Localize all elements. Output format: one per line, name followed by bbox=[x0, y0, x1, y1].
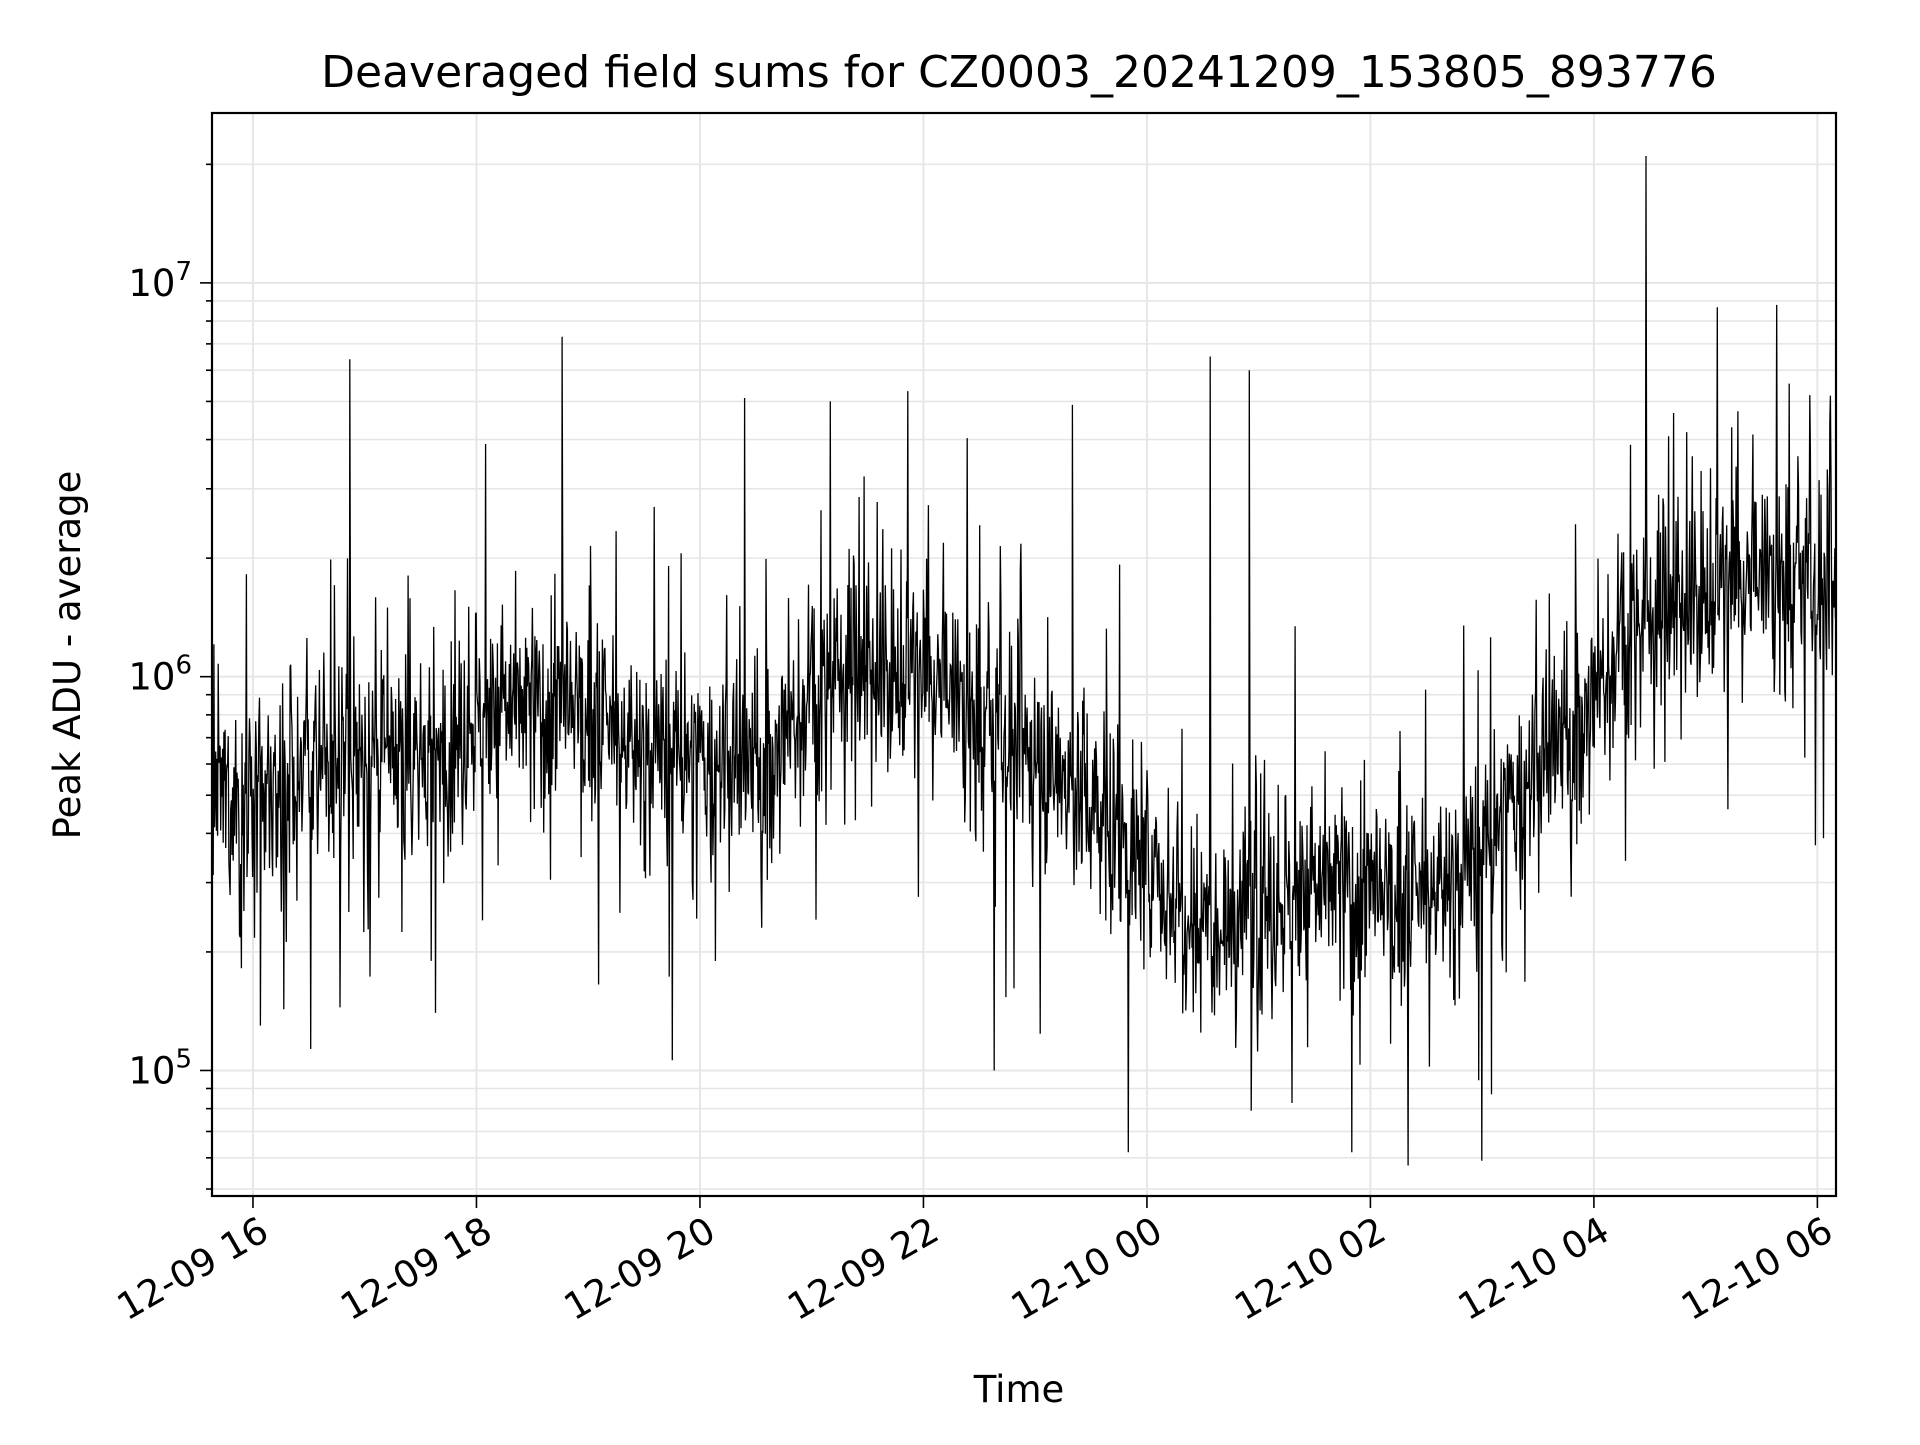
x-tick-label: 12-09 16 bbox=[110, 1209, 276, 1329]
x-tick-label: 12-10 00 bbox=[1004, 1209, 1170, 1329]
y-axis-label: Peak ADU - average bbox=[46, 471, 89, 840]
chart-title: Deaveraged field sums for CZ0003_2024120… bbox=[321, 47, 1717, 98]
y-tick-label: 107 bbox=[128, 257, 192, 305]
y-tick-label: 105 bbox=[128, 1044, 192, 1092]
x-tick-label: 12-09 18 bbox=[333, 1209, 499, 1329]
plot-frame bbox=[210, 111, 1838, 1198]
x-tick-label: 12-10 04 bbox=[1451, 1209, 1617, 1329]
x-tick-label: 12-09 22 bbox=[780, 1209, 946, 1329]
plot-area bbox=[211, 155, 1837, 1166]
series-line bbox=[211, 155, 1837, 1166]
x-tick-label: 12-10 02 bbox=[1227, 1209, 1393, 1329]
x-tick-label: 12-09 20 bbox=[557, 1209, 723, 1329]
x-tick-label: 12-10 06 bbox=[1674, 1209, 1840, 1329]
x-axis-label: Time bbox=[973, 1368, 1065, 1411]
y-tick-label: 106 bbox=[128, 651, 192, 699]
